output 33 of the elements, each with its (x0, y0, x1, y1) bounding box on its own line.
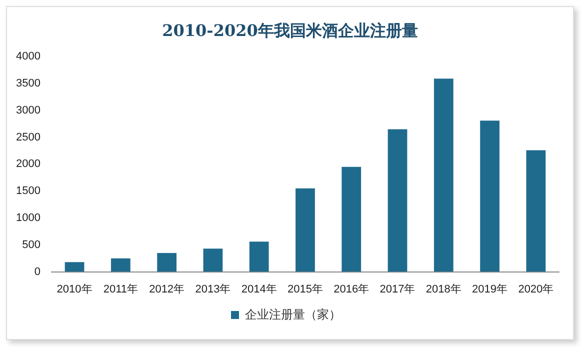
bar (388, 129, 408, 272)
chart-title: 2010-2020年我国米酒企业注册量 (161, 21, 419, 42)
bar (434, 78, 454, 272)
bar (157, 252, 177, 272)
x-tick-label: 2011年 (103, 283, 138, 296)
x-tick-label: 2015年 (287, 283, 323, 296)
y-tick-label: 1500 (16, 185, 40, 198)
bar (249, 242, 269, 272)
x-tick-label: 2020年 (518, 283, 554, 296)
y-tick-label: 2000 (16, 158, 40, 170)
y-tick-label: 3000 (16, 104, 40, 116)
x-tick-label: 2017年 (380, 283, 416, 296)
bar (296, 188, 315, 272)
x-tick-label: 2016年 (334, 283, 370, 296)
bar (110, 258, 130, 272)
x-tick-label: 2010年 (56, 283, 92, 296)
bar (480, 120, 500, 272)
bar (203, 248, 223, 272)
bar (64, 262, 84, 272)
y-tick-label: 1000 (16, 212, 40, 224)
bar (342, 166, 362, 272)
y-tick-label: 4000 (16, 50, 40, 63)
x-tick-label: 2012年 (149, 283, 185, 296)
y-tick-label: 0 (34, 266, 40, 278)
x-tick-label: 2019年 (472, 283, 508, 296)
legend-label: 企业注册量（家） (245, 307, 341, 322)
x-tick-label: 2018年 (426, 283, 462, 296)
y-tick-label: 500 (22, 238, 40, 251)
y-tick-label: 2500 (16, 131, 40, 144)
x-tick-label: 2014年 (241, 283, 277, 296)
y-tick-label: 3500 (16, 78, 40, 90)
x-tick-label: 2013年 (195, 283, 231, 296)
bar (526, 150, 546, 272)
